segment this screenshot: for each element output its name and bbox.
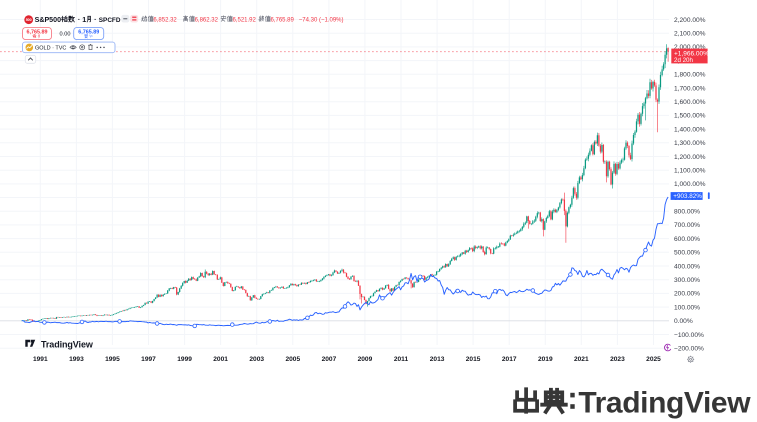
svg-text:1,400.00%: 1,400.00% (674, 126, 706, 133)
svg-text:1: 1 (82, 16, 86, 24)
svg-text:500.00%: 500.00% (674, 250, 700, 257)
svg-text:2013: 2013 (430, 356, 445, 363)
svg-text:600.00%: 600.00% (674, 236, 700, 243)
svg-text:0.00%: 0.00% (674, 318, 693, 325)
svg-text:0.00: 0.00 (60, 31, 71, 37)
svg-text:+1,966.00%: +1,966.00% (674, 50, 709, 57)
svg-text:500: 500 (26, 18, 32, 22)
svg-text:6,765.89: 6,765.89 (27, 30, 48, 36)
svg-text:+903.82%: +903.82% (673, 193, 702, 200)
svg-text:2025: 2025 (646, 356, 661, 363)
svg-text:6,521.92: 6,521.92 (233, 18, 257, 24)
svg-text:·: · (78, 16, 80, 24)
svg-text:200.00%: 200.00% (674, 291, 700, 298)
svg-text:6,765.89: 6,765.89 (78, 30, 99, 36)
svg-text:400.00%: 400.00% (674, 263, 700, 270)
svg-text:SPCFD: SPCFD (99, 17, 121, 24)
svg-text:2019: 2019 (538, 356, 553, 363)
svg-text:1999: 1999 (177, 356, 192, 363)
svg-text:2,000.00%: 2,000.00% (674, 44, 706, 51)
svg-text:TradingView: TradingView (578, 386, 751, 419)
svg-text:6,862.32: 6,862.32 (195, 18, 219, 24)
svg-text:300.00%: 300.00% (674, 277, 700, 284)
svg-text:1993: 1993 (69, 356, 84, 363)
svg-text:2021: 2021 (574, 356, 589, 363)
svg-text:2011: 2011 (394, 356, 409, 363)
svg-text:2001: 2001 (213, 356, 228, 363)
svg-text:2d 20h: 2d 20h (674, 57, 693, 64)
svg-text:1,600.00%: 1,600.00% (674, 99, 706, 106)
svg-text:1995: 1995 (105, 356, 120, 363)
svg-text:1,500.00%: 1,500.00% (674, 113, 706, 120)
svg-text:1997: 1997 (141, 356, 156, 363)
svg-text:1,300.00%: 1,300.00% (674, 140, 706, 147)
svg-text:2,100.00%: 2,100.00% (674, 31, 706, 38)
svg-text:800.00%: 800.00% (674, 209, 700, 216)
svg-text:6,852.32: 6,852.32 (153, 18, 177, 24)
svg-text:−74.30 (−1.09%): −74.30 (−1.09%) (299, 18, 344, 24)
svg-text:−100.00%: −100.00% (674, 332, 704, 339)
svg-text:100.00%: 100.00% (674, 304, 700, 311)
svg-text:1,000.00%: 1,000.00% (674, 181, 706, 188)
svg-text:2009: 2009 (358, 356, 373, 363)
svg-text:1991: 1991 (33, 356, 48, 363)
svg-text:2003: 2003 (249, 356, 264, 363)
svg-text:2015: 2015 (466, 356, 481, 363)
svg-text:2017: 2017 (502, 356, 517, 363)
svg-text:2007: 2007 (322, 356, 337, 363)
svg-text:1,200.00%: 1,200.00% (674, 154, 706, 161)
svg-text:·: · (94, 16, 96, 24)
svg-text:700.00%: 700.00% (674, 222, 700, 229)
svg-text:TradingView: TradingView (41, 339, 94, 349)
svg-text:2,200.00%: 2,200.00% (674, 17, 706, 24)
svg-text:6,765.89: 6,765.89 (271, 18, 295, 24)
svg-text:2005: 2005 (285, 356, 300, 363)
svg-text:−200.00%: −200.00% (674, 346, 704, 353)
svg-text:1,100.00%: 1,100.00% (674, 168, 706, 175)
svg-text:1,700.00%: 1,700.00% (674, 85, 706, 92)
svg-text:1,800.00%: 1,800.00% (674, 72, 706, 79)
svg-text:GOLD · TVC: GOLD · TVC (35, 46, 66, 52)
svg-text:2023: 2023 (610, 356, 625, 363)
svg-text:S&P500: S&P500 (35, 16, 61, 24)
